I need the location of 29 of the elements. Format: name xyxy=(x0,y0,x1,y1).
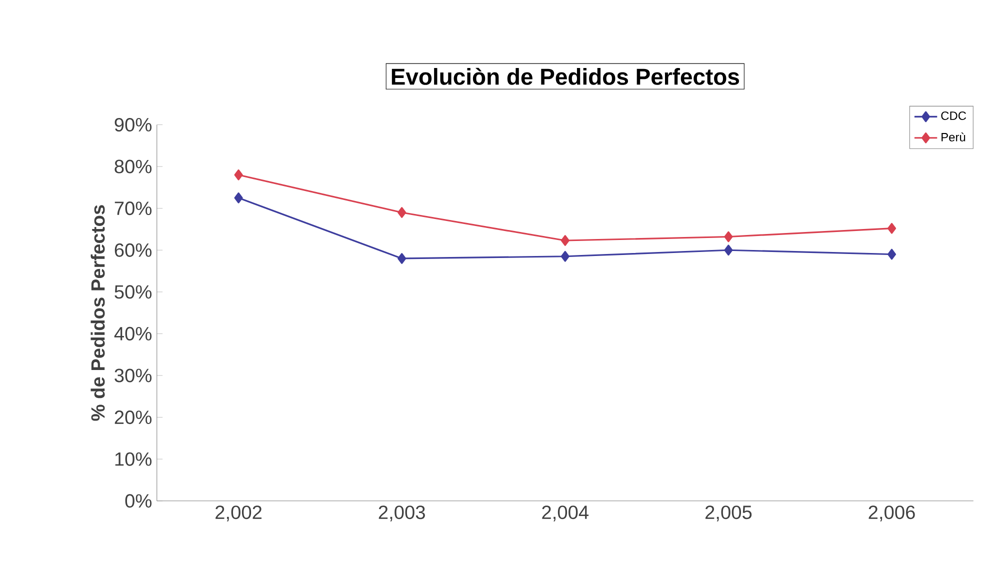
point xyxy=(398,206,406,218)
chart-title: Evoluciòn de Pedidos Perfectos xyxy=(392,68,739,85)
point xyxy=(560,234,570,246)
x-tick-label: 2,006 xyxy=(868,506,915,522)
point xyxy=(398,252,406,264)
point xyxy=(887,248,896,260)
y-tick-label: 20% xyxy=(114,410,152,424)
y-tick-label: 60% xyxy=(114,243,152,257)
x-tick-label: 2,005 xyxy=(705,506,752,522)
y-tick-label: 10% xyxy=(115,452,152,466)
y-tick-label: 40% xyxy=(114,326,152,340)
y-tick-label: 70% xyxy=(114,201,152,216)
y-tick-label: 50% xyxy=(114,285,152,299)
legend-label: CDC xyxy=(941,111,966,120)
point xyxy=(234,169,243,180)
point xyxy=(724,244,733,256)
point xyxy=(234,192,243,204)
x-tick-label: 2,002 xyxy=(216,506,262,522)
point xyxy=(724,231,733,242)
x-tick-label: 2,003 xyxy=(378,506,425,522)
y-axis-title: % de Pedidos Perfectos xyxy=(90,205,105,421)
legend-label: Perù xyxy=(942,132,966,142)
x-tick-label: 2,004 xyxy=(542,506,589,522)
y-tick-label: 90% xyxy=(114,118,152,132)
point xyxy=(887,222,896,234)
y-tick-label: 0% xyxy=(125,494,152,508)
y-tick-label: 30% xyxy=(114,368,152,382)
y-tick-label: 80% xyxy=(114,160,152,174)
point xyxy=(560,250,570,262)
